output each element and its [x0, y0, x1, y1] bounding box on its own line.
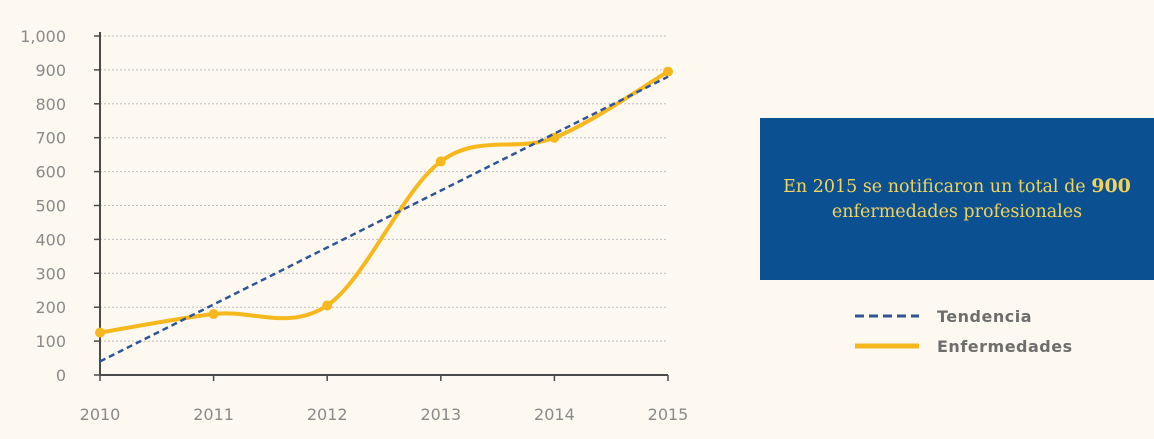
- y-tick-label: 600: [35, 163, 66, 182]
- callout-text-after: enfermedades profesionales: [831, 202, 1083, 223]
- callout-box: En 2015 se notificaron un total de 900 e…: [760, 118, 1154, 280]
- legend-label-enfermedades: Enfermedades: [937, 336, 1073, 356]
- x-tick-label: 2012: [307, 405, 348, 424]
- x-axis: 2010 2011 2012 2013 2014 2015: [80, 374, 689, 424]
- callout-text-before: En 2015 se notificaron un total de: [783, 176, 1092, 197]
- legend-item-tendencia: Tendencia: [855, 302, 1073, 330]
- callout-highlight: 900: [1091, 174, 1131, 197]
- legend-label-tendencia: Tendencia: [937, 306, 1032, 326]
- y-tick-label: 300: [35, 264, 66, 283]
- legend-swatch-enfermedades: [855, 343, 919, 349]
- y-tick-label: 1,000: [20, 27, 66, 46]
- y-tick-label: 0: [56, 366, 66, 385]
- x-tick-label: 2014: [534, 405, 575, 424]
- y-tick-label: 900: [35, 61, 66, 80]
- y-tick-label: 500: [35, 197, 66, 216]
- series-line-tendencia: [99, 75, 669, 363]
- x-tick-label: 2015: [648, 405, 689, 424]
- callout-text: En 2015 se notificaron un total de 900 e…: [782, 173, 1132, 226]
- x-tick-label: 2010: [80, 405, 121, 424]
- y-tick-label: 100: [35, 332, 66, 351]
- x-tick-label: 2011: [193, 405, 234, 424]
- data-point-enfermedades: [435, 156, 446, 167]
- y-tick-label: 700: [35, 129, 66, 148]
- data-point-enfermedades: [208, 308, 219, 319]
- legend: Tendencia Enfermedades: [855, 302, 1073, 362]
- legend-swatch-tendencia: [855, 314, 919, 318]
- legend-item-enfermedades: Enfermedades: [855, 332, 1073, 360]
- y-tick-label: 400: [35, 230, 66, 249]
- series-layer: [95, 66, 673, 363]
- x-tick-label: 2013: [420, 405, 461, 424]
- series-line-enfermedades: [98, 69, 670, 335]
- y-axis: 0 100 200 300 400 500 600 700 800 900 1,000: [20, 27, 101, 385]
- data-point-enfermedades: [663, 66, 673, 77]
- y-tick-label: 200: [35, 298, 66, 317]
- grid-lines: [100, 35, 668, 342]
- data-point-enfermedades: [95, 327, 105, 338]
- y-tick-label: 800: [35, 95, 66, 114]
- data-point-enfermedades: [322, 300, 333, 311]
